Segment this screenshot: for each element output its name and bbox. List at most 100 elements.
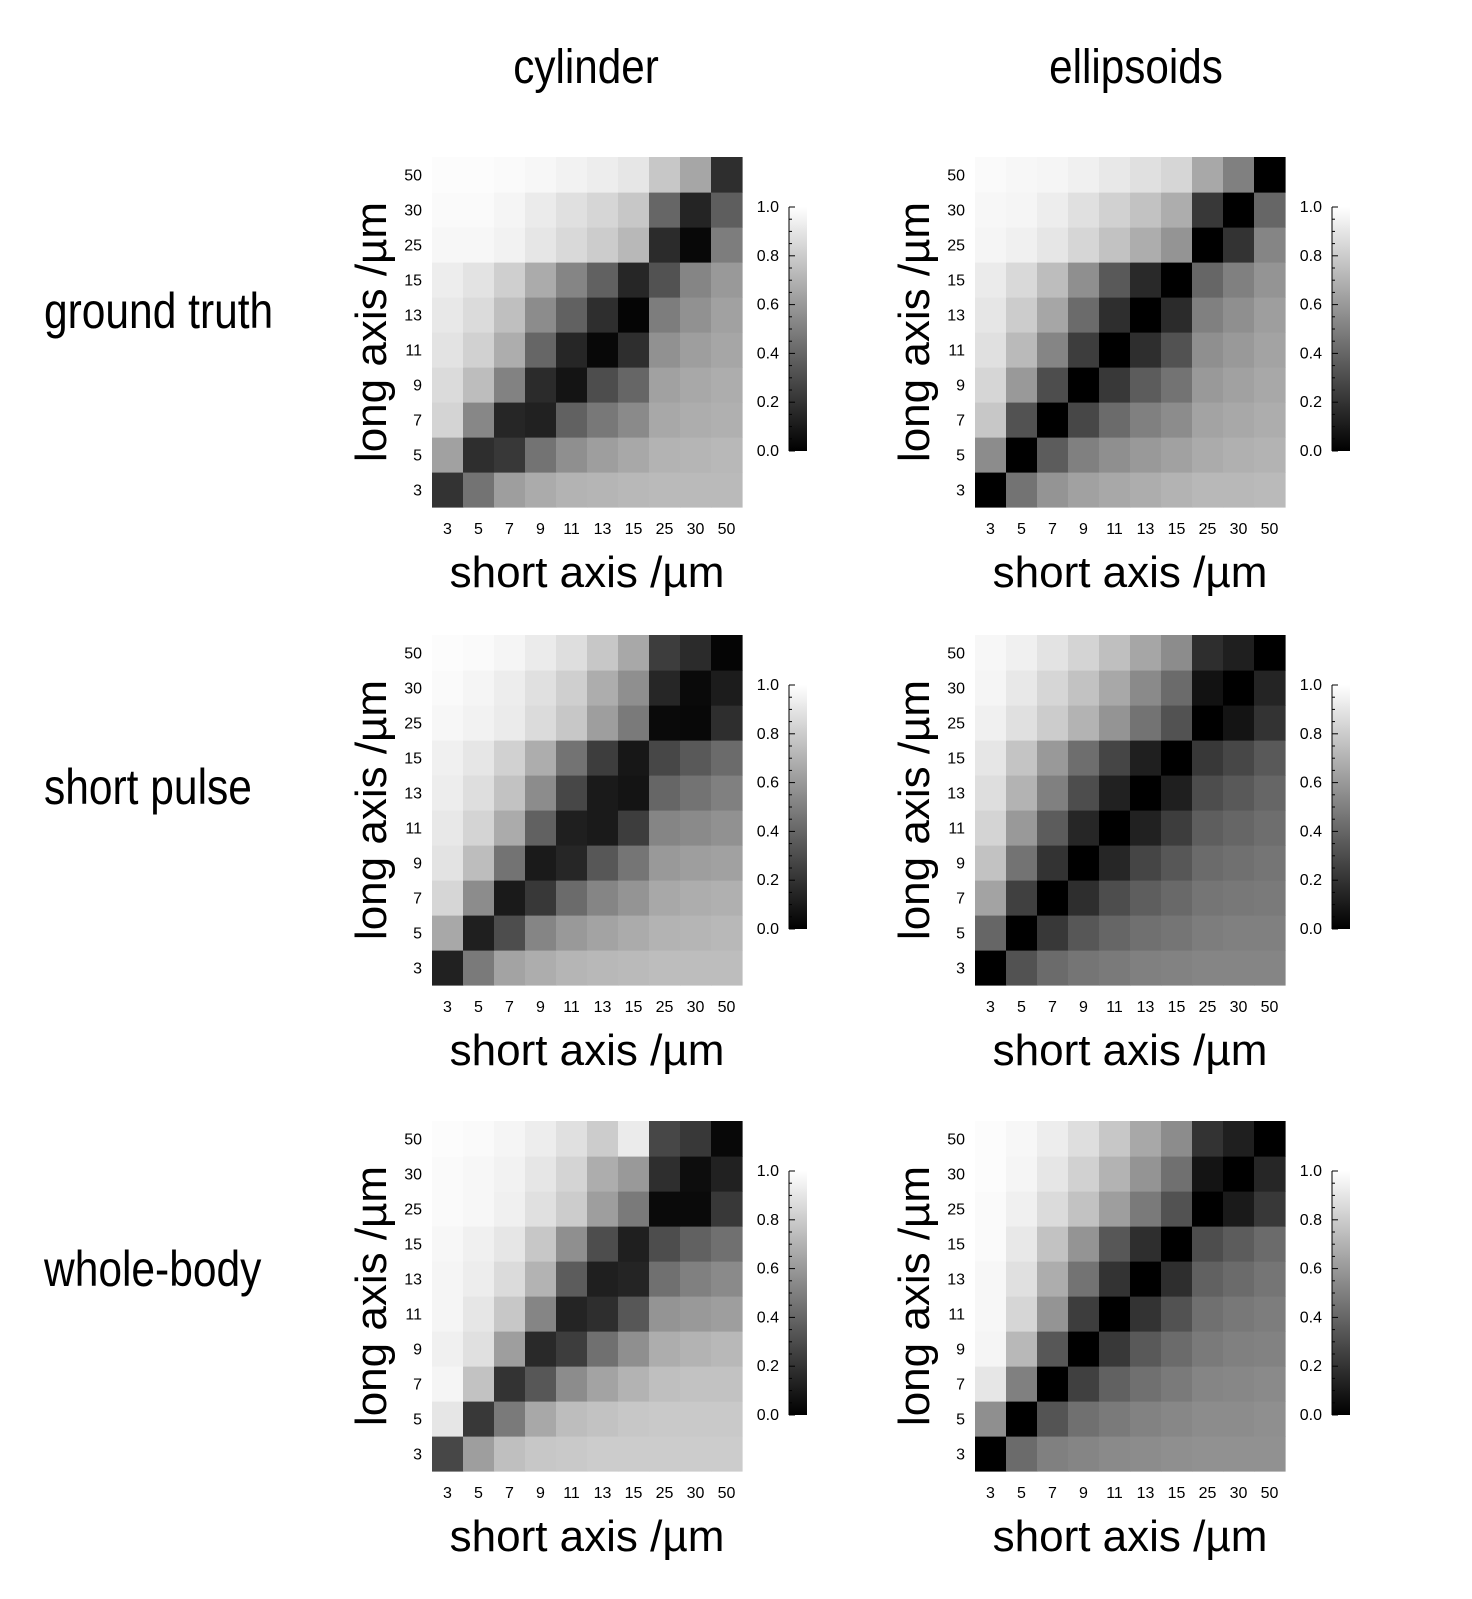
x-tick-label: 5 (1017, 521, 1026, 538)
heatmap-cell (1037, 437, 1069, 473)
heatmap-cell (1161, 775, 1193, 811)
heatmap-cell (1254, 332, 1286, 368)
heatmap-cell (1130, 157, 1162, 193)
heatmap-cell (1254, 775, 1286, 811)
heatmap-cell (649, 402, 681, 438)
x-tick-label: 25 (1199, 521, 1217, 538)
heatmap-cell (463, 1401, 495, 1437)
heatmap-cell (1254, 1226, 1286, 1262)
heatmap-cell (1192, 1331, 1224, 1367)
heatmap-cell (556, 670, 588, 706)
colorbar-tick-label: 0.4 (1300, 1309, 1322, 1326)
x-tick-label: 50 (718, 999, 736, 1016)
heatmap-cell (587, 1331, 619, 1367)
heatmap-cell (1130, 437, 1162, 473)
heatmap-cell (432, 437, 464, 473)
heatmap-cell (1068, 670, 1100, 706)
heatmap-cell (1006, 262, 1038, 298)
heatmap-cell (587, 192, 619, 228)
x-tick-label: 30 (1230, 1485, 1248, 1502)
heatmap-cell (1099, 1226, 1131, 1262)
heatmap-cell (1099, 1331, 1131, 1367)
heatmap-cell (680, 635, 712, 671)
heatmap-cell (587, 1121, 619, 1157)
heatmap-cell (1006, 635, 1038, 671)
heatmap-cell (1037, 810, 1069, 846)
heatmap-cell (525, 262, 557, 298)
x-tick-label: 5 (474, 999, 483, 1016)
heatmap-cell (525, 705, 557, 741)
colorbar-tick-label: 0.6 (1300, 297, 1322, 314)
heatmap-cell (618, 192, 650, 228)
heatmap-cell (1223, 262, 1255, 298)
heatmap-cell (1161, 192, 1193, 228)
heatmap-cell (525, 472, 557, 508)
y-tick-label: 7 (413, 1377, 422, 1394)
heatmap-cell (463, 332, 495, 368)
heatmap-cell (1099, 1191, 1131, 1227)
y-tick-label: 13 (404, 786, 422, 803)
heatmap-cell (432, 472, 464, 508)
heatmap-cell (1161, 437, 1193, 473)
heatmap-cell (1006, 367, 1038, 403)
heatmap-panel-cylinder-short-pulse: 3 5 7 9 11 13 15 25 30 50 3 5 7 9 11 13 15 25 30 50 short ax… (347, 635, 807, 1075)
colorbar (789, 207, 807, 451)
heatmap-cell (1192, 472, 1224, 508)
heatmap-cell (587, 367, 619, 403)
heatmap-cell (1254, 367, 1286, 403)
x-axis-label: short axis /µm (450, 1026, 725, 1075)
y-tick-label: 13 (947, 786, 965, 803)
heatmap-cell (463, 297, 495, 333)
heatmap-cell (680, 1401, 712, 1437)
heatmap-cell (1037, 635, 1069, 671)
y-axis-label: long axis /µm (890, 680, 939, 940)
heatmap-cell (1099, 1121, 1131, 1157)
x-axis-label: short axis /µm (993, 1026, 1268, 1075)
heatmap-cell (1006, 1261, 1038, 1297)
x-tick-label: 7 (505, 521, 514, 538)
heatmap-cell (525, 635, 557, 671)
x-tick-label: 7 (505, 1485, 514, 1502)
heatmap-cell (525, 437, 557, 473)
heatmap-cell (1223, 1331, 1255, 1367)
heatmap-cell (711, 437, 743, 473)
heatmap-cell (1130, 1366, 1162, 1402)
heatmap-cell (556, 915, 588, 951)
heatmap-cell (1161, 157, 1193, 193)
heatmap-cell (1068, 227, 1100, 263)
heatmap-cell (649, 262, 681, 298)
heatmap-cell (1099, 472, 1131, 508)
y-tick-label: 9 (413, 1342, 422, 1359)
y-tick-label: 11 (405, 343, 422, 360)
heatmap-cell (1068, 705, 1100, 741)
heatmap-cell (1068, 1436, 1100, 1472)
heatmap-cell (975, 332, 1007, 368)
heatmap-cell (680, 915, 712, 951)
heatmap-cell (1068, 1121, 1100, 1157)
heatmap-cell (1130, 880, 1162, 916)
x-tick-label: 30 (687, 999, 705, 1016)
heatmap-cell (975, 1121, 1007, 1157)
heatmap-cell (711, 635, 743, 671)
y-tick-label: 25 (404, 716, 422, 733)
x-tick-label: 9 (536, 1485, 545, 1502)
x-tick-label: 9 (1079, 521, 1088, 538)
heatmap-cell (1099, 157, 1131, 193)
heatmap-cell (975, 810, 1007, 846)
colorbar-tick-label: 0.4 (757, 823, 779, 840)
heatmap-cell (587, 740, 619, 776)
y-tick-label: 3 (956, 483, 965, 500)
heatmap-cell (680, 1156, 712, 1192)
heatmap-cell (463, 1156, 495, 1192)
colorbar-tick-label: 1.0 (1300, 1163, 1322, 1180)
heatmap-cell (618, 297, 650, 333)
heatmap-cell (1254, 227, 1286, 263)
heatmap-cell (649, 1296, 681, 1332)
heatmap-cell (975, 950, 1007, 986)
heatmap-cell (649, 1401, 681, 1437)
y-tick-label: 15 (404, 273, 422, 290)
heatmap-cell (711, 1261, 743, 1297)
heatmap-cell (587, 157, 619, 193)
heatmap-cell (432, 1156, 464, 1192)
heatmap-cell (525, 297, 557, 333)
